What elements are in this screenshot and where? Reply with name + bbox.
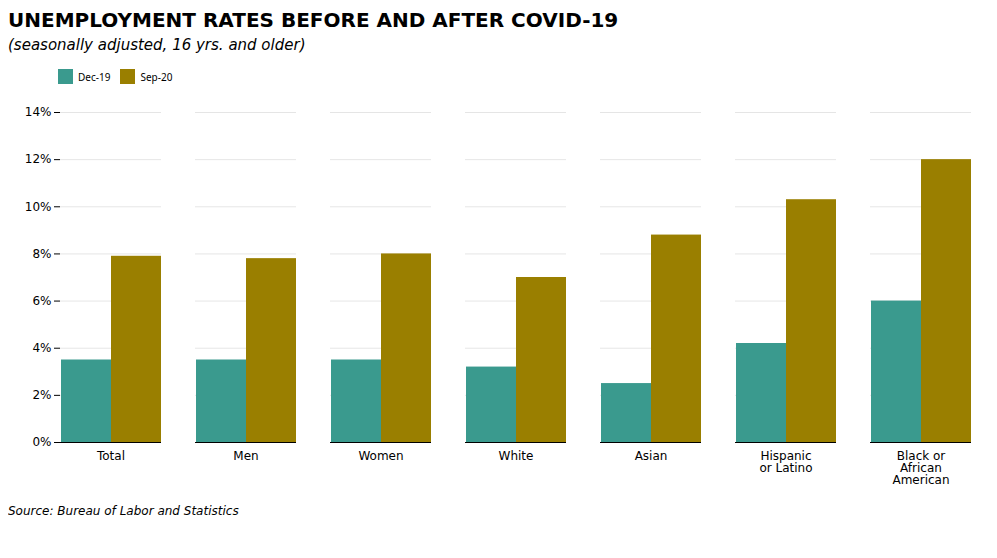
svg-text:2%: 2% bbox=[32, 388, 51, 402]
svg-text:12%: 12% bbox=[25, 152, 52, 166]
svg-text:Hispanicor Latino: Hispanicor Latino bbox=[759, 449, 812, 475]
html-text:(seasonally adjusted, 16 yrs.: (seasonally adjusted, 16 yrs. and older) bbox=[8, 36, 306, 54]
svg-text:6%: 6% bbox=[32, 294, 51, 308]
html-text:Source: Bureau of Labor and St: Source: Bureau of Labor and Statistics bbox=[8, 504, 239, 518]
svg-text:0%: 0% bbox=[32, 435, 51, 449]
svg-text:Women: Women bbox=[358, 449, 403, 463]
svg-text:Men: Men bbox=[233, 449, 258, 463]
svg-text:10%: 10% bbox=[25, 200, 52, 214]
svg-text:White: White bbox=[499, 449, 534, 463]
svg-text:4%: 4% bbox=[32, 341, 51, 355]
svg-text:8%: 8% bbox=[32, 247, 51, 261]
html-text:Sep-20: Sep-20 bbox=[140, 69, 173, 84]
html-text:Dec-19: Dec-19 bbox=[78, 69, 111, 84]
svg-text:Asian: Asian bbox=[635, 449, 668, 463]
svg-text:Black orAfricanAmerican: Black orAfricanAmerican bbox=[892, 449, 949, 487]
svg-text:14%: 14% bbox=[25, 105, 52, 119]
svg-text:Total: Total bbox=[96, 449, 125, 463]
html-text:UNEMPLOYMENT RATES BEFORE AND: UNEMPLOYMENT RATES BEFORE AND AFTER COVI… bbox=[8, 8, 619, 32]
